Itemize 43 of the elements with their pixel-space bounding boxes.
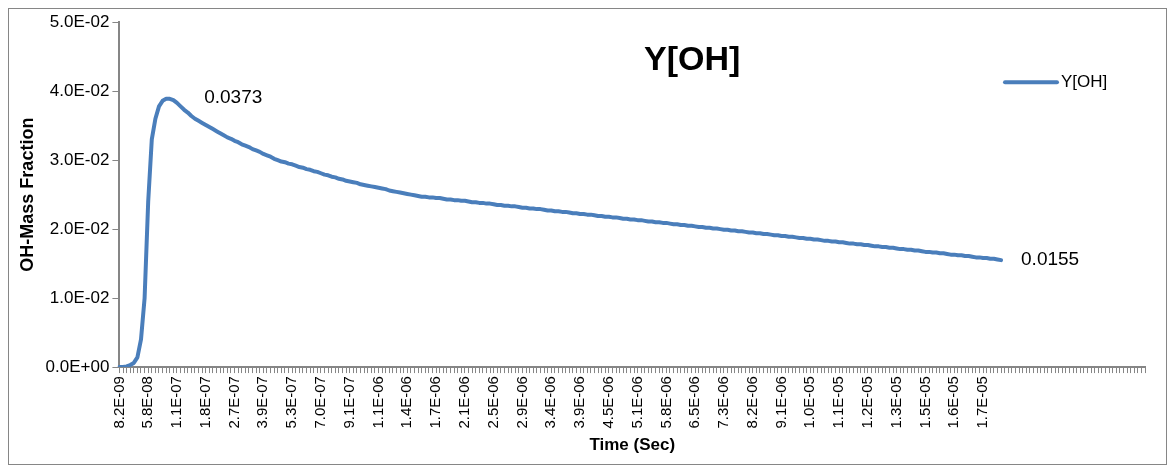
x-tick-label: 2.5E-06 [483,376,501,429]
x-axis-title: Time (Sec) [589,435,676,455]
x-tick-label: 7.3E-06 [714,376,732,429]
x-tick-label: 8.2E-09 [109,376,127,429]
y-tick-label: 4.0E-02 [49,80,110,100]
x-tick-label: 9.1E-07 [339,376,357,429]
data-label: 0.0155 [1021,248,1080,270]
x-tick-label: 5.8E-08 [138,376,156,429]
x-tick-label: 1.7E-05 [973,376,991,429]
x-tick-label: 2.9E-06 [512,376,530,429]
x-tick-label: 1.1E-07 [167,376,185,429]
y-axis-title: OH-Mass Fraction [16,117,37,272]
x-tick-label: 3.9E-07 [253,376,271,429]
x-tick-label: 1.4E-06 [397,376,415,429]
text: Y[OH] [644,38,741,77]
x-tick-label: 1.0E-05 [800,376,818,429]
y-tick-label: 2.0E-02 [49,218,110,238]
x-tick-label: 9.1E-06 [771,376,789,429]
x-tick-label: 1.7E-06 [426,376,444,429]
x-tick-label: 1.1E-06 [368,376,386,429]
x-tick-label: 1.2E-05 [858,376,876,429]
x-tick-label: 2.7E-07 [224,376,242,429]
x-tick-label: 1.6E-05 [944,376,962,429]
y-tick-label: 3.0E-02 [49,149,110,169]
x-tick-label: 1.3E-05 [886,376,904,429]
y-tick-label: 1.0E-02 [49,287,110,307]
x-tick-label: 1.5E-05 [915,376,933,429]
x-tick-label: 7.0E-07 [311,376,329,429]
x-tick-label: 5.3E-07 [282,376,300,429]
x-tick-label: 2.1E-06 [455,376,473,429]
x-tick-label: 5.8E-06 [656,376,674,429]
y-tick-label: 0.0E+00 [45,356,110,376]
data-label: 0.0373 [204,86,263,108]
legend-label: Y[OH] [1061,71,1108,91]
y-tick-label: 5.0E-02 [49,11,110,31]
x-tick-label: 3.9E-06 [570,376,588,429]
x-tick-label: 1.1E-05 [829,376,847,429]
x-tick-label: 1.8E-07 [195,376,213,429]
x-tick-label: 8.2E-06 [742,376,760,429]
x-tick-label: 5.1E-06 [627,376,645,429]
x-tick-label: 6.5E-06 [685,376,703,429]
x-tick-label: 4.5E-06 [598,376,616,429]
x-tick-label: 3.4E-06 [541,376,559,429]
